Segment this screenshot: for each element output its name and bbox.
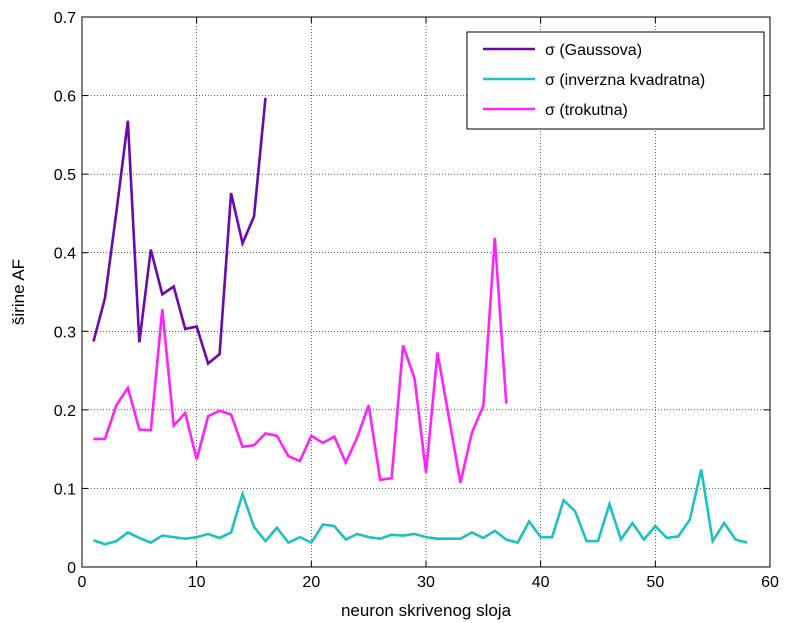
series-line-1 <box>92 97 267 366</box>
y-tick-label: 0.5 <box>54 167 76 184</box>
x-tick-label: 30 <box>417 574 435 591</box>
series-lines <box>92 97 748 546</box>
legend-label: σ (Gaussova) <box>545 42 642 59</box>
x-tick-label: 50 <box>646 574 664 591</box>
y-tick-label: 0.1 <box>54 481 76 498</box>
y-tick-label: 0 <box>67 560 76 577</box>
axis-ticks: 0 10 20 30 40 50 60 0 0.1 0.2 0.3 0.4 0.5 0.6 0.7 <box>54 10 779 591</box>
legend: σ (Gaussova) σ (inverzna kvadratna) σ (tro… <box>466 31 765 130</box>
x-tick-label: 40 <box>532 574 550 591</box>
y-axis-label: širine AF <box>9 259 28 325</box>
legend-label: σ (trokutna) <box>545 102 628 119</box>
x-tick-label: 0 <box>78 574 87 591</box>
y-tick-label: 0.2 <box>54 403 76 420</box>
x-tick-label: 60 <box>761 574 779 591</box>
grid-lines <box>82 17 770 567</box>
x-tick-label: 10 <box>188 574 206 591</box>
series-line-2 <box>93 469 748 546</box>
y-tick-label: 0.4 <box>54 246 76 263</box>
y-tick-label: 0.7 <box>54 10 76 27</box>
y-tick-label: 0.3 <box>54 324 76 341</box>
x-axis-label: neuron skrivenog sloja <box>341 601 512 620</box>
x-tick-label: 20 <box>302 574 320 591</box>
legend-label: σ (inverzna kvadratna) <box>545 72 705 89</box>
y-tick-label: 0.6 <box>54 89 76 106</box>
